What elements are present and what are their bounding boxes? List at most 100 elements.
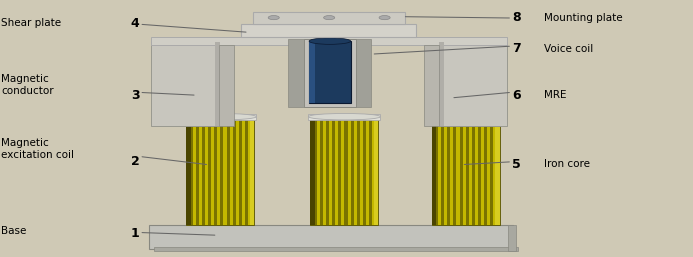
Text: Voice coil: Voice coil (544, 44, 593, 54)
Bar (186, 120, 191, 225)
Circle shape (379, 16, 390, 20)
Text: Base: Base (1, 226, 27, 236)
Bar (151, 37, 507, 45)
Bar (223, 120, 227, 225)
Bar (338, 120, 342, 225)
Bar (220, 120, 223, 225)
Bar (310, 120, 378, 225)
Bar (441, 120, 444, 225)
Bar (309, 41, 315, 103)
Bar (356, 39, 371, 107)
Bar (424, 45, 439, 126)
Bar (236, 120, 239, 225)
Bar (335, 120, 338, 225)
Bar (438, 120, 441, 225)
Bar (484, 120, 487, 225)
Bar (329, 120, 332, 225)
Bar (151, 42, 219, 126)
Bar (453, 120, 457, 225)
Bar (432, 120, 435, 225)
Bar (219, 45, 234, 126)
Bar (457, 120, 459, 225)
Text: 5: 5 (512, 158, 520, 171)
Bar (472, 120, 475, 225)
Ellipse shape (184, 114, 256, 120)
Bar (432, 120, 437, 225)
Text: MRE: MRE (544, 90, 566, 100)
Bar (319, 120, 323, 225)
Bar (248, 120, 252, 225)
Bar (360, 120, 363, 225)
Text: Magnetic
excitation coil: Magnetic excitation coil (1, 138, 74, 160)
Bar (374, 120, 378, 225)
Bar (229, 120, 233, 225)
Text: 6: 6 (512, 89, 520, 102)
Ellipse shape (308, 114, 380, 120)
Bar (233, 120, 236, 225)
Text: 8: 8 (512, 12, 520, 24)
Bar (432, 120, 500, 225)
Bar (491, 120, 493, 225)
Bar (468, 120, 472, 225)
Ellipse shape (430, 114, 502, 120)
Text: 1: 1 (131, 227, 139, 240)
Bar (211, 120, 214, 225)
Bar (245, 120, 248, 225)
Bar (475, 120, 478, 225)
Circle shape (268, 16, 279, 20)
Bar (444, 120, 447, 225)
Bar (202, 120, 205, 225)
Bar (313, 120, 317, 225)
Bar (495, 120, 500, 225)
Bar (344, 120, 347, 225)
Circle shape (324, 16, 335, 20)
Bar (214, 120, 218, 225)
Bar (308, 114, 380, 120)
Bar (332, 120, 335, 225)
Bar (459, 120, 463, 225)
Bar (347, 120, 351, 225)
Bar (326, 120, 329, 225)
Bar (239, 120, 242, 225)
Bar (497, 120, 500, 225)
Bar (447, 120, 450, 225)
Text: 2: 2 (131, 155, 139, 168)
Bar (439, 42, 507, 126)
Bar (186, 120, 189, 225)
Bar (186, 120, 254, 225)
Bar (310, 120, 313, 225)
Bar (227, 120, 229, 225)
Bar (205, 120, 208, 225)
Bar (439, 42, 444, 126)
Bar (253, 12, 405, 24)
Bar (357, 120, 360, 225)
Bar (435, 120, 438, 225)
Bar (463, 120, 466, 225)
Bar (199, 120, 202, 225)
Bar (478, 120, 481, 225)
Bar (369, 120, 372, 225)
Bar (430, 114, 502, 120)
Bar (450, 120, 453, 225)
Bar (376, 120, 378, 225)
Bar (317, 120, 319, 225)
Bar (366, 120, 369, 225)
Bar (241, 24, 416, 37)
Bar (310, 120, 315, 225)
Bar (242, 120, 245, 225)
Bar (323, 120, 326, 225)
Bar (288, 39, 304, 107)
Text: Shear plate: Shear plate (1, 18, 62, 28)
Bar (193, 120, 195, 225)
Bar (487, 120, 491, 225)
Text: Iron core: Iron core (544, 160, 590, 169)
Bar (149, 225, 513, 249)
Bar (252, 120, 254, 225)
Text: Magnetic
conductor: Magnetic conductor (1, 74, 54, 96)
Bar (363, 120, 366, 225)
Bar (372, 120, 376, 225)
Bar (218, 120, 220, 225)
Bar (466, 120, 468, 225)
Ellipse shape (309, 38, 351, 44)
Text: 7: 7 (512, 42, 520, 55)
